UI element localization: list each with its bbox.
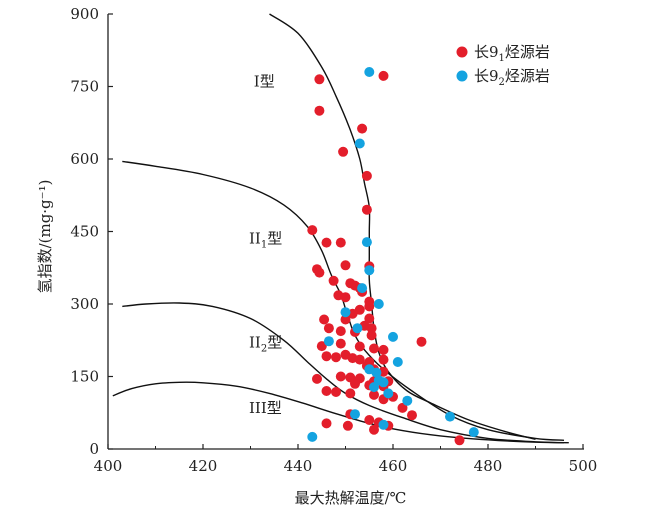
legend-label: 长92烃源岩 bbox=[474, 67, 550, 88]
data-point-series-1 bbox=[331, 387, 341, 397]
data-point-series-1 bbox=[328, 275, 339, 286]
data-point-series-1 bbox=[378, 70, 389, 81]
data-points bbox=[307, 67, 479, 446]
x-tick-label: 460 bbox=[379, 457, 408, 475]
data-point-series-1 bbox=[338, 146, 349, 157]
data-point-series-2 bbox=[369, 382, 379, 393]
data-point-series-1 bbox=[316, 341, 327, 352]
data-point-series-1 bbox=[335, 237, 346, 248]
data-point-series-2 bbox=[402, 395, 413, 406]
data-point-series-1 bbox=[340, 260, 351, 271]
data-point-series-1 bbox=[321, 386, 332, 396]
y-axis-title: 氢指数/(mg·g⁻¹) bbox=[36, 180, 54, 294]
y-tick-label: 750 bbox=[70, 78, 99, 96]
data-point-series-1 bbox=[354, 341, 365, 352]
data-point-series-1 bbox=[342, 420, 353, 431]
data-point-series-2 bbox=[323, 336, 334, 347]
region-label: II2型 bbox=[249, 334, 282, 355]
data-point-series-2 bbox=[378, 419, 389, 430]
data-point-series-1 bbox=[361, 204, 372, 215]
y-tick-label: 900 bbox=[70, 5, 99, 23]
y-tick-label: 450 bbox=[70, 223, 99, 241]
data-point-series-1 bbox=[364, 301, 375, 312]
legend-label: 长91烃源岩 bbox=[474, 43, 550, 64]
data-point-series-1 bbox=[369, 389, 379, 400]
data-point-series-2 bbox=[364, 67, 375, 77]
data-point-series-1 bbox=[331, 352, 341, 363]
data-point-series-1 bbox=[335, 326, 346, 337]
data-point-series-1 bbox=[416, 336, 427, 347]
data-point-series-1 bbox=[366, 330, 377, 341]
data-point-series-1 bbox=[314, 105, 325, 116]
x-ticks: 400 420 440 460 480 500 bbox=[94, 444, 598, 475]
data-point-series-1 bbox=[340, 292, 351, 303]
data-point-series-1 bbox=[323, 323, 334, 334]
data-point-series-1 bbox=[378, 354, 389, 365]
data-point-series-1 bbox=[361, 170, 372, 181]
data-point-series-2 bbox=[373, 299, 384, 309]
data-point-series-1 bbox=[335, 371, 346, 382]
data-point-series-1 bbox=[321, 237, 332, 248]
data-point-series-1 bbox=[354, 354, 365, 365]
data-point-series-1 bbox=[454, 435, 465, 446]
data-point-series-2 bbox=[357, 283, 368, 294]
data-point-series-1 bbox=[314, 74, 325, 85]
data-point-series-1 bbox=[340, 314, 351, 325]
data-point-series-2 bbox=[445, 411, 455, 422]
region-label: II1型 bbox=[249, 230, 282, 251]
x-axis-title: 最大热解温度/℃ bbox=[295, 489, 407, 507]
data-point-series-2 bbox=[340, 307, 351, 318]
data-point-series-1 bbox=[369, 424, 379, 435]
data-point-series-1 bbox=[350, 378, 360, 389]
data-point-series-1 bbox=[364, 415, 375, 425]
x-tick-label: 480 bbox=[474, 457, 503, 475]
data-point-series-1 bbox=[312, 373, 322, 384]
data-point-series-2 bbox=[468, 427, 479, 438]
data-point-series-2 bbox=[307, 431, 318, 442]
data-point-series-1 bbox=[369, 343, 379, 354]
data-point-series-2 bbox=[371, 367, 382, 378]
data-point-series-1 bbox=[319, 314, 330, 325]
data-point-series-2 bbox=[350, 409, 360, 420]
data-point-series-1 bbox=[345, 388, 356, 399]
y-tick-label: 600 bbox=[70, 150, 99, 168]
data-point-series-1 bbox=[321, 351, 332, 362]
data-point-series-1 bbox=[314, 267, 325, 278]
legend-marker bbox=[456, 46, 468, 58]
region-label: I型 bbox=[254, 73, 275, 91]
data-point-series-2 bbox=[364, 265, 375, 276]
data-point-series-2 bbox=[378, 377, 389, 388]
x-tick-label: 500 bbox=[569, 457, 598, 475]
data-point-series-1 bbox=[378, 344, 389, 355]
data-point-series-2 bbox=[383, 388, 394, 399]
region-label: III型 bbox=[249, 399, 282, 417]
data-point-series-1 bbox=[321, 418, 332, 429]
y-tick-label: 300 bbox=[70, 295, 99, 313]
boundary-curve bbox=[112, 381, 565, 444]
data-point-series-1 bbox=[335, 338, 346, 349]
x-tick-label: 400 bbox=[94, 457, 123, 475]
data-point-series-2 bbox=[388, 331, 398, 342]
y-tick-label: 0 bbox=[89, 440, 99, 458]
data-point-series-2 bbox=[361, 237, 372, 248]
x-tick-label: 440 bbox=[284, 457, 313, 475]
y-tick-label: 150 bbox=[70, 368, 99, 386]
data-point-series-2 bbox=[354, 138, 365, 149]
data-point-series-1 bbox=[366, 323, 377, 334]
data-point-series-1 bbox=[307, 225, 318, 236]
y-ticks: 0 150 300 450 600 750 900 bbox=[70, 5, 113, 458]
data-point-series-2 bbox=[392, 357, 403, 367]
data-point-series-1 bbox=[357, 123, 368, 134]
data-point-series-1 bbox=[407, 410, 417, 421]
data-point-series-1 bbox=[397, 402, 408, 413]
data-point-series-1 bbox=[364, 313, 375, 324]
data-point-series-2 bbox=[352, 323, 363, 334]
region-labels: I型 II1型 II2型 III型 bbox=[249, 73, 282, 417]
x-tick-label: 420 bbox=[189, 457, 218, 475]
legend-marker bbox=[456, 70, 468, 82]
